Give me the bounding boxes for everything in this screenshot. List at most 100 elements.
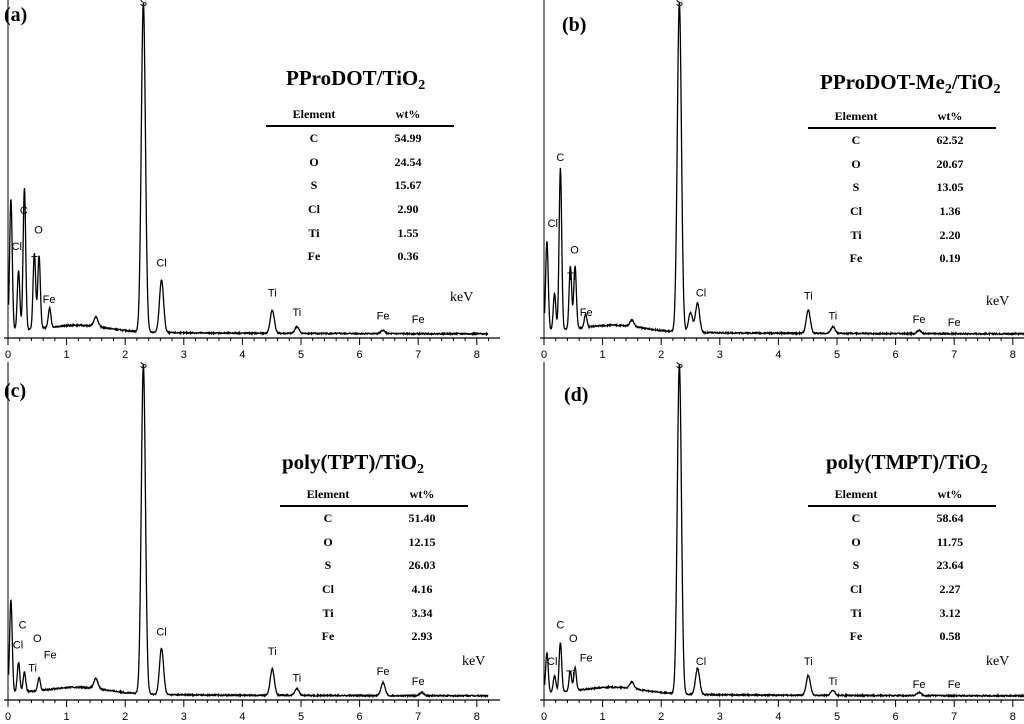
wt-cell: 0.58 — [939, 629, 961, 644]
wt-cell: 3.34 — [411, 605, 433, 620]
peak-label: Ti — [31, 254, 40, 266]
table-row: Cl 2.27 — [808, 578, 996, 602]
col-element: Element — [280, 486, 376, 507]
element-cell: S — [310, 178, 318, 193]
col-wt: wt% — [904, 486, 996, 507]
x-unit-label: keV — [986, 294, 1010, 309]
peak-label: Ti — [566, 669, 575, 681]
table-row: O 12.15 — [280, 531, 468, 555]
element-cell: Fe — [307, 249, 321, 264]
col-element: Element — [808, 486, 904, 507]
panel-title: poly(TPT)/TiO2 — [282, 450, 424, 477]
composition-table: Element wt% C 54.99 O 24.54 S 15.67 Cl 2.90 Ti 1.… — [266, 106, 454, 269]
peak-label: Ti — [804, 291, 813, 303]
table-row: O 24.54 — [266, 151, 454, 175]
peak-label: Ti — [829, 676, 838, 688]
peak-label: Cl — [12, 241, 22, 253]
title-text: PProDOT/TiO — [286, 66, 419, 90]
table-row: Ti 1.55 — [266, 221, 454, 245]
table-row: Ti 3.34 — [280, 601, 468, 625]
peak-label: Cl — [156, 258, 166, 270]
peak-label: Cl — [156, 626, 166, 638]
peak-label: Fe — [580, 307, 593, 319]
eds-spectrum-c: 0 1 2 3 4 5 6 7 8 S C Cl O Ti Fe Cl Ti Ti Fe Fe — [4, 362, 500, 723]
element-cell: Ti — [308, 225, 320, 240]
wt-cell: 1.55 — [397, 225, 419, 240]
wt-cell: 54.99 — [394, 131, 422, 146]
peak-label: Ti — [293, 307, 302, 319]
wt-cell: 0.19 — [939, 251, 961, 266]
x-tick-label: 6 — [357, 711, 363, 723]
composition-table: Element wt% C 51.40 O 12.15 S 26.03 Cl 4.16 Ti 3.… — [280, 486, 468, 649]
element-cell: Ti — [322, 605, 334, 620]
x-tick-label: 8 — [474, 349, 480, 361]
x-tick-label: 0 — [5, 711, 11, 723]
element-cell: Ti — [850, 605, 862, 620]
x-tick-label: 4 — [239, 711, 245, 723]
peak-label: Ti — [28, 663, 37, 675]
table-row: Cl 1.36 — [808, 200, 996, 224]
peak-label: Fe — [580, 653, 593, 665]
x-tick-label: 1 — [64, 349, 70, 361]
wt-cell: 1.36 — [939, 204, 961, 219]
wt-cell: 13.05 — [936, 180, 964, 195]
x-tick-label: 8 — [1010, 349, 1016, 361]
spectrum-line — [543, 364, 1024, 699]
element-cell: O — [851, 156, 861, 171]
element-cell: S — [852, 180, 860, 195]
title-text-tail: /TiO — [951, 70, 994, 94]
peak-label: C — [20, 205, 28, 217]
wt-cell: 24.54 — [394, 154, 422, 169]
x-tick-label: 8 — [474, 711, 480, 723]
wt-cell: 23.64 — [936, 558, 964, 573]
x-tick-label: 1 — [64, 711, 70, 723]
wt-cell: 51.40 — [408, 511, 436, 526]
element-cell: Cl — [850, 582, 862, 597]
element-cell: Fe — [849, 629, 863, 644]
x-tick-label: 6 — [357, 349, 363, 361]
wt-cell: 2.27 — [939, 582, 961, 597]
x-tick-label: 5 — [834, 711, 840, 723]
x-tick-label: 2 — [658, 711, 664, 723]
peak-label: Fe — [377, 666, 390, 678]
composition-table: Element wt% C 58.64 O 11.75 S 23.64 Cl 2.27 Ti 3.… — [808, 486, 996, 649]
wt-cell: 2.93 — [411, 629, 433, 644]
x-tick-label: 7 — [951, 349, 957, 361]
peak-label: Cl — [13, 640, 23, 652]
element-cell: O — [851, 534, 861, 549]
table-row: S 15.67 — [266, 174, 454, 198]
x-unit-label: keV — [986, 654, 1010, 669]
element-cell: C — [851, 133, 861, 148]
title-subscript: 2 — [418, 78, 426, 93]
x-tick-label: 3 — [717, 711, 723, 723]
peak-label: Fe — [913, 679, 926, 691]
x-tick-label: 0 — [541, 349, 547, 361]
peak-label: Ti — [804, 656, 813, 668]
wt-cell: 2.20 — [939, 227, 961, 242]
x-tick-label: 6 — [893, 711, 899, 723]
table-row: C 51.40 — [280, 506, 468, 531]
spectrum-line — [543, 1, 1024, 337]
x-tick-label: 3 — [181, 349, 187, 361]
x-tick-label: 1 — [600, 349, 606, 361]
x-tick-label: 2 — [122, 349, 128, 361]
element-cell: S — [852, 558, 860, 573]
table-row: S 13.05 — [808, 176, 996, 200]
peak-label: Fe — [412, 314, 425, 326]
table-row: Ti 2.20 — [808, 223, 996, 247]
title-subscript: 2 — [980, 462, 988, 477]
x-tick-label: 3 — [717, 349, 723, 361]
peak-label: Cl — [547, 656, 557, 668]
table-row: Fe 2.93 — [280, 625, 468, 649]
peak-label: Cl — [696, 656, 706, 668]
peak-label: Ti — [268, 287, 277, 299]
title-subscript-2: 2 — [993, 82, 1001, 97]
table-row: O 11.75 — [808, 531, 996, 555]
peak-label: Fe — [948, 317, 961, 329]
eds-panel-c: 0 1 2 3 4 5 6 7 8 S C Cl O Ti Fe Cl Ti Ti Fe Fe (c) poly(TP… — [4, 362, 500, 724]
wt-cell: 26.03 — [408, 558, 436, 573]
element-cell: O — [323, 534, 333, 549]
x-tick-label: 5 — [834, 349, 840, 361]
element-cell: C — [323, 511, 333, 526]
title-subscript: 2 — [416, 462, 424, 477]
